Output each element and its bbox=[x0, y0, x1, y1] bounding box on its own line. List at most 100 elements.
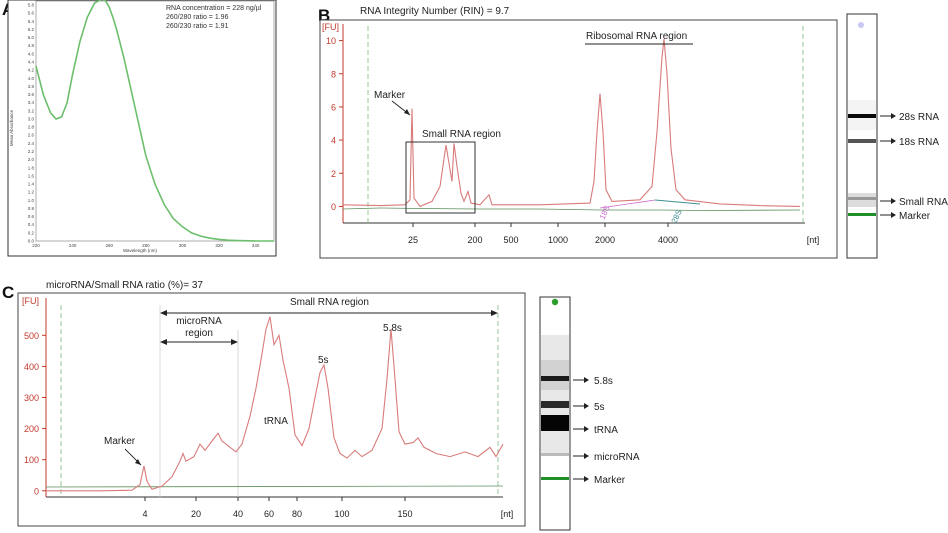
panel-b-gel-label: 28s RNA bbox=[899, 112, 939, 123]
panel-c-gel-smear-mid bbox=[541, 360, 569, 390]
panel-b-small-rna-box bbox=[405, 141, 476, 214]
panel-b-small-rna-label: Small RNA region bbox=[422, 129, 501, 140]
panel-c-microrna-arrow-right bbox=[231, 339, 238, 345]
panel-a-absorbance-curve bbox=[35, 0, 274, 242]
panel-a-y-tick-label: 2.8 bbox=[28, 125, 35, 130]
panel-a-y-tick-label: 3.0 bbox=[28, 116, 35, 121]
panel-a-y-tick-label: 4.4 bbox=[28, 60, 35, 65]
panel-c-x-tick-label: 150 bbox=[397, 509, 412, 519]
panel-c-baseline bbox=[45, 485, 504, 488]
panel-b-gel-band-28s bbox=[848, 114, 876, 118]
panel-c-gel-smear bbox=[541, 335, 569, 455]
panel-a-y-tick-label: 1.0 bbox=[28, 198, 35, 203]
panel-a-annotation-260-230: 260/230 ratio = 1.91 bbox=[166, 23, 229, 30]
panel-a-x-tick-label: 280 bbox=[142, 243, 150, 248]
panel-b-x-tick-label: 200 bbox=[467, 235, 482, 245]
panel-c-gel-label-arrowhead bbox=[584, 453, 589, 459]
panel-b-gel-band-marker bbox=[848, 213, 876, 216]
panel-c-x-tick-label: 100 bbox=[334, 509, 349, 519]
panel-b-gel-band-18s bbox=[848, 139, 876, 143]
panel-b-y-tick-label: 2 bbox=[331, 169, 336, 179]
panel-b-chart: RNA Integrity Number (RIN) = 9.7 [FU] 0 2… bbox=[319, 6, 838, 259]
panel-a-x-tick-label: 220 bbox=[32, 243, 40, 248]
panel-b-y-tick-label: 8 bbox=[331, 69, 336, 79]
panel-a-x-axis-label: Wavelength (nm) bbox=[123, 248, 158, 253]
panel-c-marker-arrowhead bbox=[135, 459, 141, 465]
panel-c-gel-label: 5.8s bbox=[594, 376, 613, 387]
panel-a-annotation-260-280: 260/280 ratio = 1.96 bbox=[166, 14, 229, 21]
panel-a-y-tick-label: 0.0 bbox=[28, 239, 35, 244]
panel-b-28s-baseline bbox=[654, 199, 701, 205]
panel-b-marker-arrowhead bbox=[404, 109, 410, 115]
panel-c-trna-label: tRNA bbox=[264, 416, 288, 427]
panel-b-electropherogram-trace bbox=[342, 38, 801, 208]
panel-c-gel-label-arrowhead bbox=[584, 426, 589, 432]
panel-b-title: RNA Integrity Number (RIN) = 9.7 bbox=[360, 6, 510, 17]
panel-a-y-tick-label: 0.4 bbox=[28, 222, 35, 227]
panel-c-gel-band-5s bbox=[541, 401, 569, 408]
panel-a-y-tick-label: 4.0 bbox=[28, 76, 35, 81]
panel-b-baseline bbox=[342, 207, 801, 211]
panel-b-ribosomal-label: Ribosomal RNA region bbox=[586, 31, 687, 42]
panel-b-gel-label: Small RNA bbox=[899, 197, 948, 208]
panel-b-gel-band-small bbox=[848, 197, 876, 200]
panel-a-x-tick-label: 240 bbox=[69, 243, 77, 248]
panel-c-x-tick-label: 20 bbox=[191, 509, 201, 519]
panel-a-y-tick-label: 3.2 bbox=[28, 108, 35, 113]
panel-c-gel-band-trna bbox=[541, 415, 569, 431]
panel-c-gel: 5.8s 5s tRNA microRNA Marker bbox=[539, 296, 640, 531]
panel-c-gel-label-arrowhead bbox=[584, 403, 589, 409]
panel-b-gel-label-arrowhead bbox=[891, 198, 896, 204]
panel-c-small-rna-label: Small RNA region bbox=[290, 297, 369, 308]
panel-c-gel-band-58s bbox=[541, 376, 569, 381]
panel-c-y-unit: [FU] bbox=[22, 296, 39, 306]
panel-c-y-tick-label: 500 bbox=[24, 331, 39, 341]
panel-c-gel-label: 5s bbox=[594, 402, 605, 413]
panel-a-x-tick-label: 260 bbox=[105, 243, 113, 248]
panel-c-x-tick-label: 4 bbox=[142, 509, 147, 519]
panel-c-y-tick-label: 300 bbox=[24, 393, 39, 403]
panel-c-gel-label: tRNA bbox=[594, 425, 618, 436]
panel-b-x-tick-label: 1000 bbox=[548, 235, 568, 245]
panel-c-y-tick-label: 200 bbox=[24, 424, 39, 434]
panel-c-microrna-arrow-left bbox=[160, 339, 167, 345]
panel-c-marker-label: Marker bbox=[104, 436, 136, 447]
panel-b-x-tick-label: 25 bbox=[408, 235, 418, 245]
panel-c-electropherogram-trace bbox=[46, 316, 504, 492]
panel-b-y-tick-label: 4 bbox=[331, 136, 336, 146]
panel-b-gel-label-arrowhead bbox=[891, 113, 896, 119]
panel-c-gel-band-marker bbox=[541, 477, 569, 480]
panel-a-y-tick-label: 0.6 bbox=[28, 214, 35, 219]
panel-b-x-tick-label: 500 bbox=[503, 235, 518, 245]
panel-a-y-tick-label: 4.8 bbox=[28, 43, 35, 48]
panel-a-y-tick-label: 4.6 bbox=[28, 51, 35, 56]
panel-b-gel-label: Marker bbox=[899, 211, 931, 222]
panel-b-window bbox=[319, 19, 838, 259]
panel-c-x-tick-label: 80 bbox=[292, 509, 302, 519]
panel-c-gel-band-microrna bbox=[541, 453, 569, 456]
panel-c-58s-label: 5.8s bbox=[383, 323, 402, 334]
panel-c-y-tick-label: 100 bbox=[24, 455, 39, 465]
panel-a-chart: 0.0 0.2 0.4 0.6 0.8 1.0 1.2 1.4 1.6 1.8 2.0 2.2 2.4 2… bbox=[7, 0, 277, 257]
panel-c-y-ticks: 0 100 200 300 400 500 bbox=[24, 331, 46, 496]
panel-b-y-ticks: 0 2 4 6 8 10 bbox=[326, 36, 343, 212]
panel-c-title: microRNA/Small RNA ratio (%)= 37 bbox=[46, 280, 203, 291]
panel-b-y-tick-label: 6 bbox=[331, 102, 336, 112]
panel-a-x-ticks: 220 240 260 280 300 320 340 bbox=[32, 243, 260, 248]
panel-c-x-ticks: 4 20 40 60 80 100 150 bbox=[142, 497, 413, 519]
panel-a-y-tick-label: 5.6 bbox=[28, 11, 35, 16]
panel-b-gel-label-arrowhead bbox=[891, 138, 896, 144]
panel-a-y-tick-label: 5.0 bbox=[28, 35, 35, 40]
panel-b-x-tick-label: 4000 bbox=[658, 235, 678, 245]
panel-b-gel-dot bbox=[858, 22, 864, 28]
panel-a-y-tick-label: 2.2 bbox=[28, 149, 35, 154]
panel-b-gel-lane bbox=[846, 13, 878, 259]
panel-a-plot-frame bbox=[35, 0, 275, 242]
panel-a-y-tick-label: 5.8 bbox=[28, 3, 35, 8]
panel-c-gel-label-arrowhead bbox=[584, 377, 589, 383]
panel-a-y-tick-label: 1.8 bbox=[28, 165, 35, 170]
panel-b-y-tick-label: 10 bbox=[326, 36, 336, 46]
panel-a-x-tick-label: 340 bbox=[252, 243, 260, 248]
panel-a-x-tick-label: 300 bbox=[179, 243, 187, 248]
